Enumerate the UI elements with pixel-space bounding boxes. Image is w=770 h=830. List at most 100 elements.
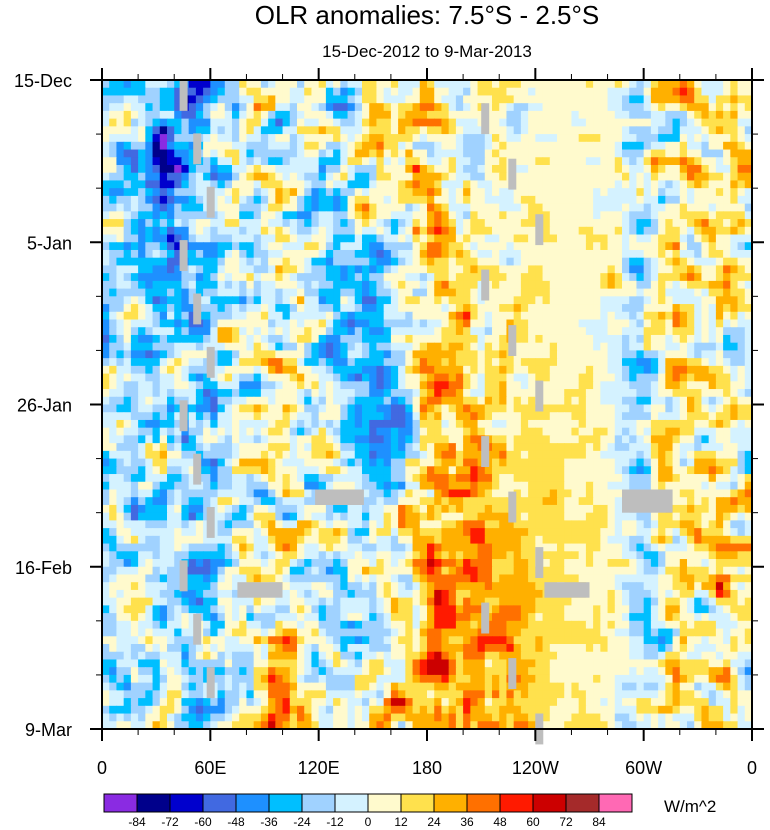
field-cell: [528, 365, 536, 375]
field-cell: [463, 134, 471, 143]
field-cell: [737, 319, 746, 328]
field-cell: [268, 180, 276, 189]
field-cell: [268, 211, 276, 220]
field-cell: [520, 195, 529, 205]
field-cell: [260, 319, 269, 328]
field-cell: [528, 319, 536, 328]
field-cell: [708, 334, 717, 344]
field-cell: [188, 87, 197, 97]
field-cell: [217, 350, 226, 359]
field-cell: [405, 172, 414, 182]
field-cell: [737, 497, 746, 506]
field-cell: [297, 396, 305, 406]
field-cell: [174, 211, 183, 220]
field-cell: [102, 381, 110, 390]
field-cell: [578, 296, 587, 305]
field-cell: [477, 350, 486, 359]
field-cell: [607, 118, 616, 127]
field-cell: [448, 474, 457, 483]
field-cell: [484, 203, 493, 212]
field-cell: [419, 466, 428, 475]
field-cell: [246, 134, 255, 143]
field-cell: [383, 365, 392, 375]
field-cell: [737, 110, 746, 120]
field-cell: [455, 296, 464, 305]
field-cell: [289, 157, 298, 166]
field-cell: [499, 296, 508, 305]
field-cell: [282, 257, 291, 267]
field-cell: [369, 443, 378, 452]
field-cell: [650, 118, 659, 127]
field-cell: [297, 497, 305, 506]
field-cell: [643, 280, 652, 290]
field-cell: [557, 288, 565, 297]
field-cell: [174, 319, 183, 328]
field-cell: [448, 334, 457, 344]
field-cell: [708, 257, 717, 267]
field-cell: [376, 427, 385, 437]
field-cell: [152, 504, 161, 514]
field-cell: [679, 419, 688, 429]
field-cell: [217, 466, 226, 475]
field-cell: [253, 466, 262, 475]
field-cell: [701, 172, 710, 182]
field-cell: [448, 219, 457, 228]
field-cell: [549, 404, 558, 413]
field-cell: [116, 211, 125, 220]
field-cell: [232, 211, 240, 220]
field-cell: [650, 149, 659, 158]
field-cell: [629, 103, 638, 112]
field-cell: [376, 435, 385, 444]
field-cell: [687, 242, 695, 251]
field-cell: [325, 103, 334, 112]
field-cell: [398, 172, 406, 182]
field-cell: [369, 334, 378, 344]
field-cell: [152, 443, 161, 452]
field-cell: [405, 87, 414, 97]
field-cell: [217, 288, 226, 297]
field-cell: [434, 327, 443, 336]
field-cell: [130, 103, 139, 112]
field-cell: [297, 481, 305, 491]
field-cell: [195, 443, 204, 452]
field-cell: [152, 149, 161, 158]
field-cell: [253, 504, 262, 514]
field-cell: [116, 327, 125, 336]
field-cell: [224, 126, 233, 135]
field-cell: [347, 443, 356, 452]
field-cell: [730, 311, 739, 321]
field-cell: [701, 365, 710, 375]
field-cell: [448, 134, 457, 143]
field-cell: [297, 257, 305, 267]
field-cell: [455, 134, 464, 143]
field-cell: [174, 195, 183, 205]
field-cell: [427, 435, 435, 444]
field-cell: [412, 195, 421, 205]
field-cell: [737, 180, 746, 189]
field-cell: [260, 342, 269, 352]
field-cell: [455, 249, 464, 259]
field-cell: [492, 435, 500, 444]
field-cell: [116, 110, 125, 120]
field-cell: [600, 396, 609, 406]
field-cell: [542, 435, 551, 444]
field-cell: [253, 419, 262, 429]
field-cell: [109, 211, 118, 220]
field-cell: [159, 149, 168, 158]
field-cell: [362, 334, 370, 344]
field-cell: [470, 365, 479, 375]
field-cell: [542, 257, 551, 267]
field-cell: [477, 157, 486, 166]
field-cell: [210, 172, 219, 182]
field-cell: [311, 327, 320, 336]
field-cell: [463, 249, 471, 259]
field-cell: [694, 157, 703, 166]
field-cell: [232, 435, 240, 444]
field-cell: [520, 157, 529, 166]
field-cell: [340, 458, 349, 467]
field-cell: [398, 211, 406, 220]
field-cell: [268, 319, 276, 328]
field-cell: [737, 226, 746, 236]
field-cell: [282, 412, 291, 421]
field-cell: [434, 474, 443, 483]
